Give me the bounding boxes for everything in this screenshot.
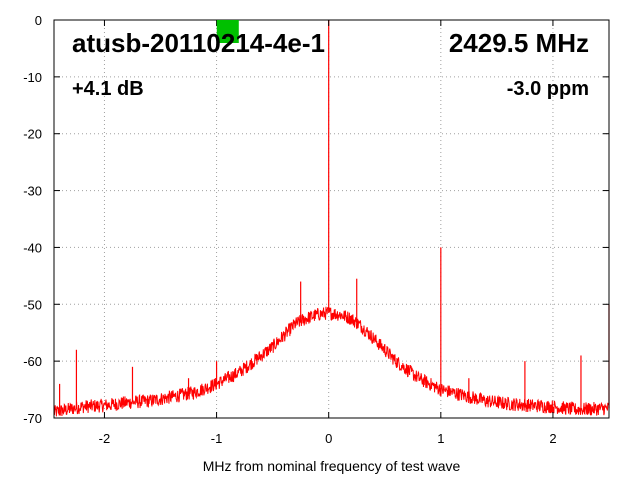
ppm-label: -3.0 ppm (507, 78, 589, 100)
gain-label: +4.1 dB (72, 78, 144, 100)
y-tick-label: -50 (23, 297, 42, 312)
x-tick-label: 1 (437, 431, 444, 446)
grid-lines (54, 20, 609, 418)
axis-ticks (54, 19, 609, 419)
y-tick-label: -20 (23, 127, 42, 142)
y-tick-label: -60 (23, 354, 42, 369)
y-tick-label: 0 (35, 13, 42, 28)
x-tick-label: -1 (211, 431, 223, 446)
tick-labels: 0-10-20-30-40-50-60-70-2 -1 0 1 2 (23, 13, 556, 446)
noise-trace (53, 306, 610, 417)
plot-frame (53, 19, 610, 419)
chart-title: atusb-20110214-4e-1 (72, 28, 325, 58)
x-tick-label: -2 (99, 431, 111, 446)
x-tick-label: 2 (549, 431, 556, 446)
x-tick-label: 0 (325, 431, 332, 446)
x-axis-label: MHz from nominal frequency of test wave (203, 458, 461, 474)
y-tick-label: -10 (23, 70, 42, 85)
y-tick-label: -40 (23, 240, 42, 255)
y-tick-label: -70 (23, 411, 42, 426)
green-marker (216, 20, 239, 43)
frequency-label: 2429.5 MHz (449, 28, 589, 58)
y-tick-label: -30 (23, 184, 42, 199)
